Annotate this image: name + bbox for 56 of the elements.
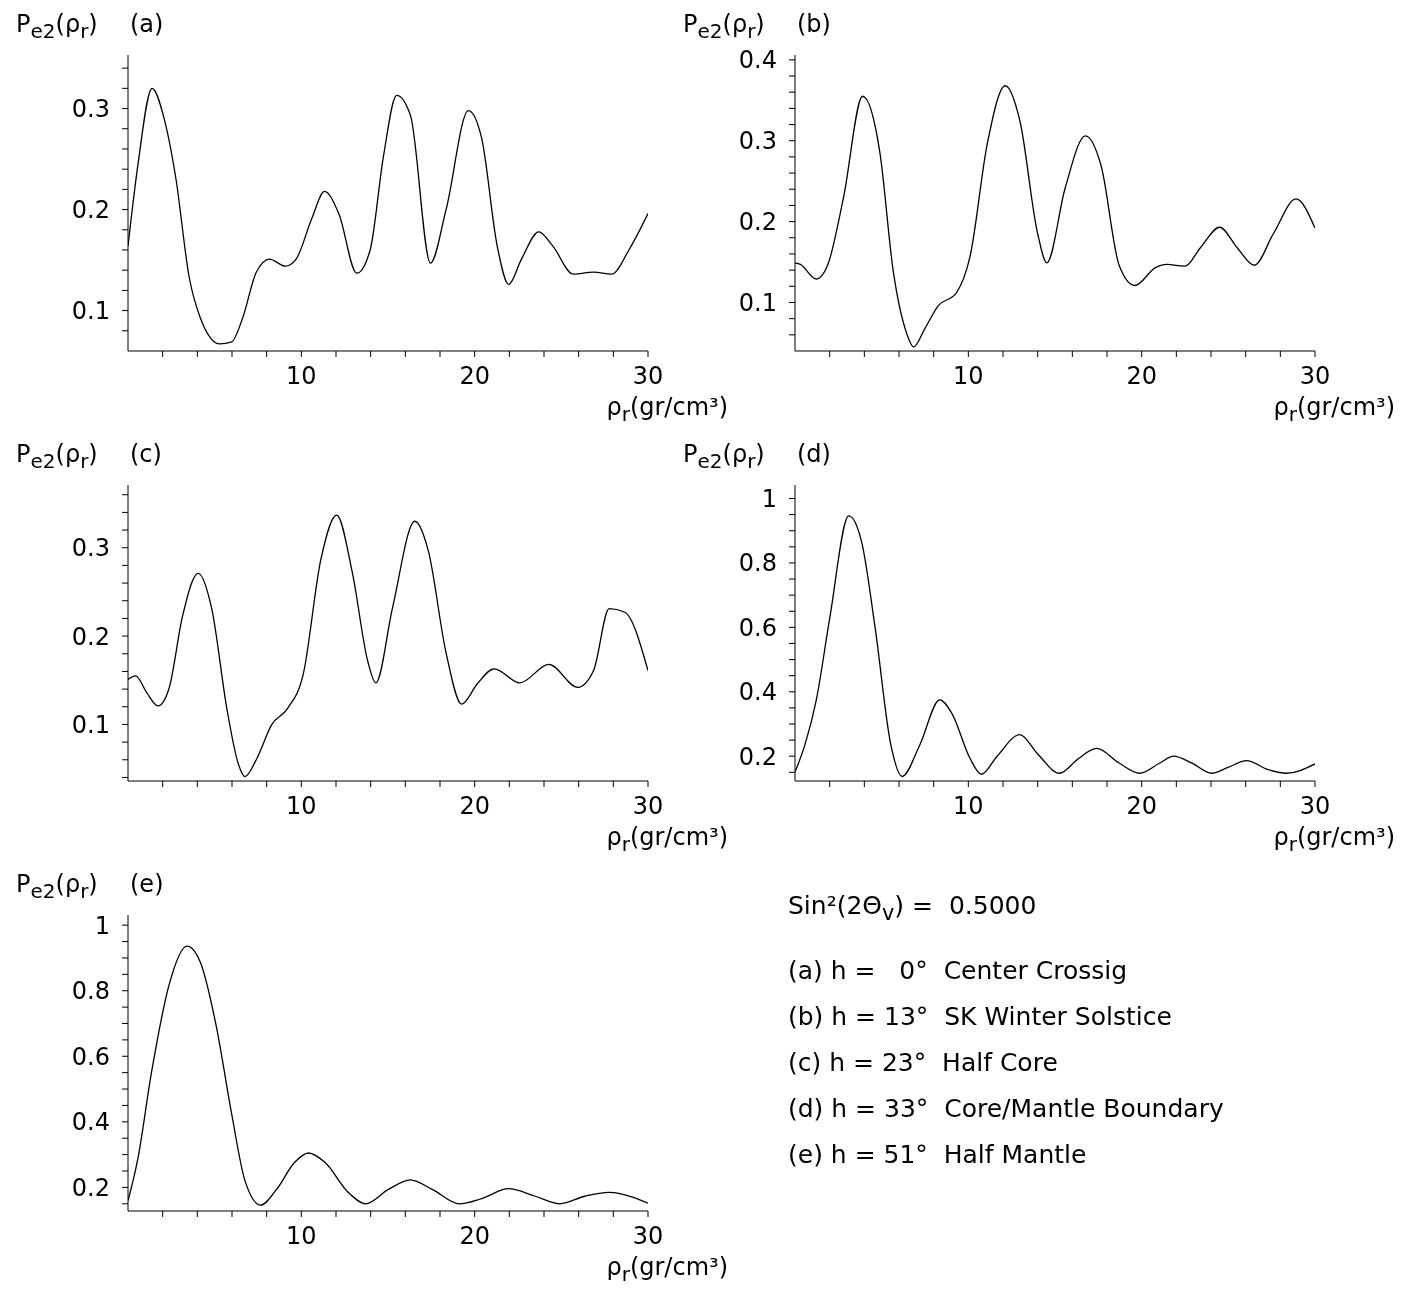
- chart-title: (d): [797, 440, 831, 468]
- y-tick-label: 0.2: [71, 196, 110, 225]
- x-axis-title: ρ$_{r}$(gr/cm³): [1273, 393, 1395, 426]
- y-tick-label: 0.3: [738, 127, 777, 156]
- y-tick-label: 0.8: [738, 549, 777, 578]
- y-tick-label: 0.4: [738, 46, 777, 75]
- x-tick-label: 10: [286, 792, 317, 821]
- y-tick-label: 0.2: [71, 1173, 110, 1202]
- y-tick-label: 0.2: [71, 622, 110, 651]
- x-tick-label: 20: [459, 792, 490, 821]
- chart-title: (b): [797, 10, 831, 38]
- x-tick-label: 20: [1126, 792, 1157, 821]
- y-tick-label: 0.1: [738, 289, 777, 317]
- x-axis-title: ρ$_{r}$(gr/cm³): [606, 823, 728, 856]
- y-axis-title: P$_{e2}$(ρ$_{r}$): [16, 10, 98, 43]
- y-tick-label: 0.6: [71, 1042, 110, 1071]
- x-tick-label: 10: [953, 792, 984, 821]
- text: Sin²(2Θ$_{v}$) = 0.5000: [788, 890, 1038, 927]
- text: (d) h = 33° Core/Mantle Boundary: [788, 1093, 1224, 1125]
- x-tick-label: 30: [1299, 792, 1331, 821]
- x-tick-label: 30: [1299, 362, 1331, 391]
- y-tick-label: 0.6: [738, 613, 777, 642]
- y-axis-title: P$_{e2}$(ρ$_{r}$): [16, 440, 98, 473]
- x-tick-label: 30: [632, 362, 664, 391]
- y-tick-label: 0.1: [71, 710, 110, 739]
- y-tick-label: 1: [94, 911, 110, 940]
- text: (e) h = 51° Half Mantle: [788, 1139, 1088, 1171]
- x-tick-label: 10: [953, 362, 984, 391]
- y-tick-label: 0.1: [71, 297, 110, 326]
- text: (a) h = 0° Center Crossig: [788, 955, 1129, 987]
- x-axis-title: ρ$_{r}$(gr/cm³): [606, 1253, 728, 1286]
- x-tick-label: 30: [632, 792, 664, 821]
- chart-title: (a): [130, 10, 164, 38]
- x-tick-label: 20: [1126, 362, 1157, 391]
- y-tick-label: 0.3: [71, 95, 110, 124]
- x-tick-label: 10: [286, 1222, 317, 1251]
- y-tick-label: 0.2: [738, 742, 777, 771]
- x-axis-title: ρ$_{r}$(gr/cm³): [606, 393, 728, 426]
- x-tick-label: 20: [459, 362, 490, 391]
- y-tick-label: 0.4: [71, 1108, 110, 1137]
- y-axis-title: P$_{e2}$(ρ$_{r}$): [683, 10, 765, 43]
- x-tick-label: 10: [286, 362, 317, 391]
- y-tick-label: 0.3: [71, 534, 110, 563]
- x-axis-title: ρ$_{r}$(gr/cm³): [1273, 823, 1395, 856]
- x-tick-label: 20: [459, 1222, 490, 1251]
- x-tick-label: 30: [632, 1222, 664, 1251]
- text: (c) h = 23° Half Core: [788, 1047, 1059, 1079]
- y-tick-label: 0.8: [71, 977, 110, 1006]
- y-axis-title: P$_{e2}$(ρ$_{r}$): [16, 870, 98, 903]
- y-axis-title: P$_{e2}$(ρ$_{r}$): [683, 440, 765, 473]
- y-tick-label: 1: [761, 485, 777, 514]
- text: (b) h = 13° SK Winter Solstice: [788, 1001, 1173, 1033]
- y-tick-label: 0.4: [738, 678, 777, 707]
- chart-title: (c): [130, 440, 162, 468]
- chart-title: (e): [130, 870, 164, 898]
- y-tick-label: 0.2: [738, 208, 777, 237]
